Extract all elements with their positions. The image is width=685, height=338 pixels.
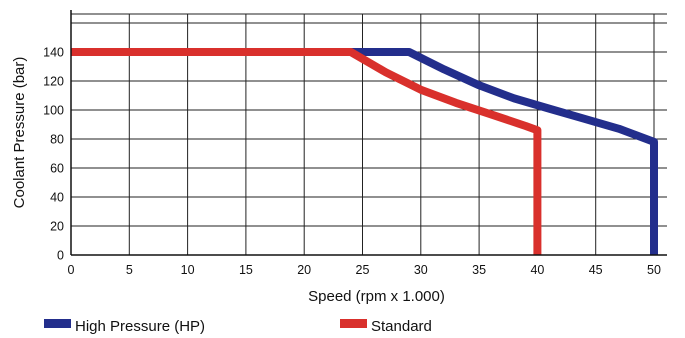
legend-label-1: Standard	[371, 318, 432, 335]
legend-swatch-0	[44, 319, 71, 328]
axes	[70, 10, 667, 256]
x-tick-label: 45	[589, 263, 603, 277]
y-tick-label: 20	[50, 220, 64, 234]
x-tick-label: 25	[356, 263, 370, 277]
y-tick-label: 80	[50, 133, 64, 147]
x-tick-label: 15	[239, 263, 253, 277]
x-tick-label: 40	[530, 263, 544, 277]
y-tick-label: 60	[50, 162, 64, 176]
y-axis-title: Coolant Pressure (bar)	[11, 57, 28, 209]
x-axis-title: Speed (rpm x 1.000)	[308, 288, 445, 305]
y-tick-label: 100	[43, 104, 64, 118]
y-tick-label: 120	[43, 75, 64, 89]
legend-swatch-1	[340, 319, 367, 328]
x-tick-label: 50	[647, 263, 661, 277]
legend-label-0: High Pressure (HP)	[75, 318, 205, 335]
series-line-1	[71, 48, 542, 255]
y-tick-label: 0	[57, 249, 64, 263]
x-tick-label: 20	[297, 263, 311, 277]
series-lines	[71, 48, 658, 255]
series-line-0	[71, 48, 658, 255]
y-tick-label: 140	[43, 46, 64, 60]
y-tick-label: 40	[50, 191, 64, 205]
x-tick-label: 0	[68, 263, 75, 277]
x-tick-label: 10	[181, 263, 195, 277]
tick-labels: 0 5 10 15 20 25 30 35 40 45 50 0 20 40 60 80 100 120 140	[43, 46, 661, 278]
x-tick-label: 5	[126, 263, 133, 277]
x-tick-label: 35	[472, 263, 486, 277]
x-tick-label: 30	[414, 263, 428, 277]
legend: High Pressure (HP) Standard	[44, 318, 432, 335]
